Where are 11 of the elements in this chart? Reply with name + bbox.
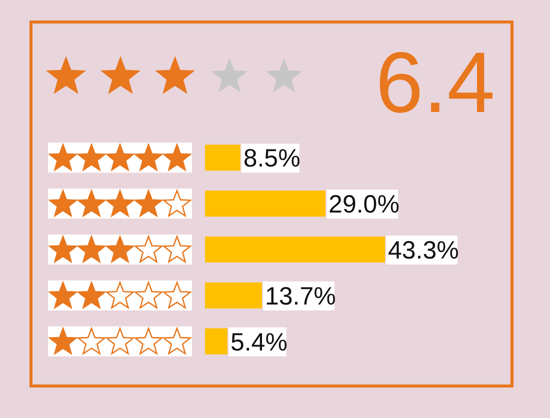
bar	[205, 328, 228, 354]
data-label: 13.7%	[264, 282, 336, 310]
bar	[205, 144, 240, 171]
text: 6.4	[375, 35, 495, 131]
data-label: 43.3%	[388, 236, 459, 264]
data-label: 29.0%	[328, 190, 400, 219]
data-label: 5.4%	[230, 328, 288, 356]
bar	[205, 282, 262, 308]
bar	[205, 190, 326, 217]
data-label: 8.5%	[243, 144, 300, 173]
bar	[205, 236, 385, 262]
